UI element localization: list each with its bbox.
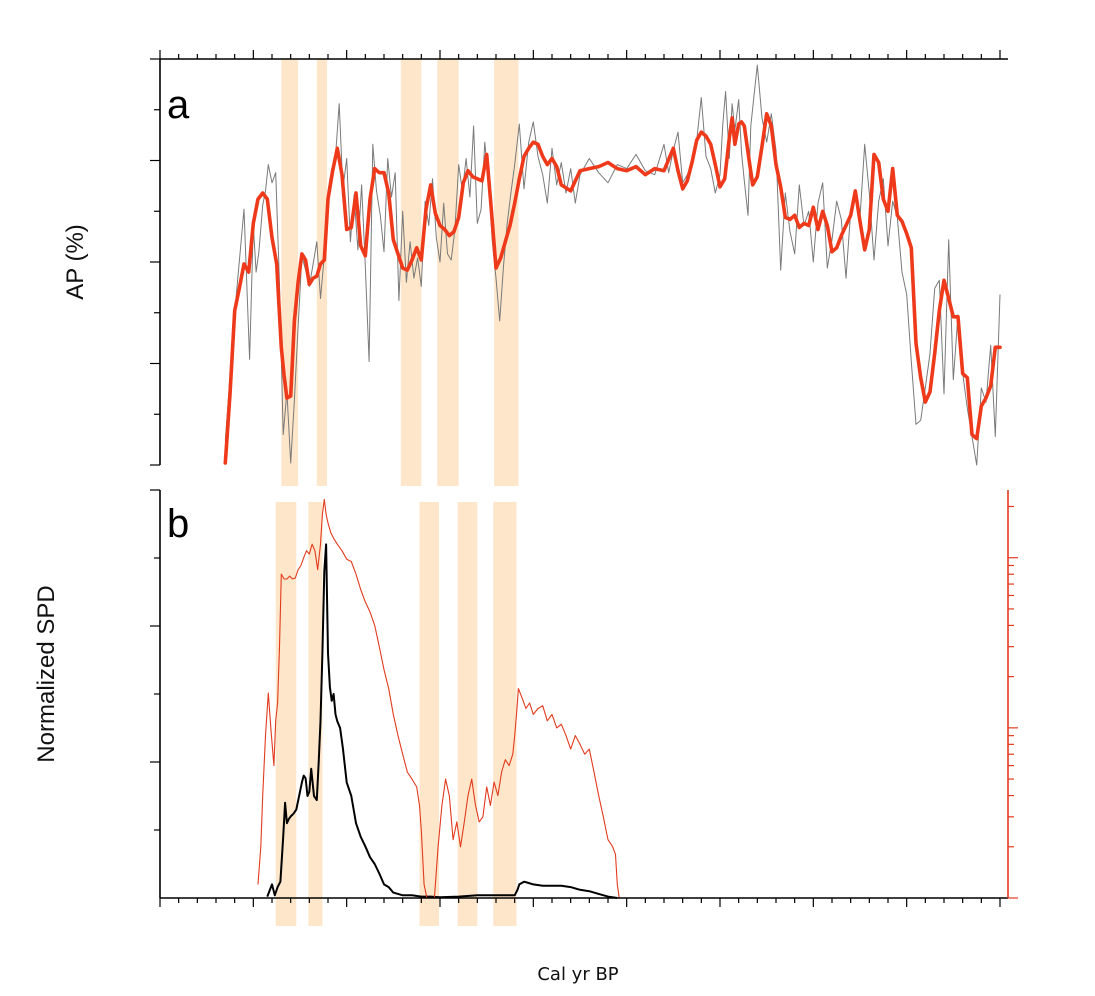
panel-b-y-axis-title: Normalized SPD	[33, 585, 60, 762]
shaded-band	[494, 59, 519, 486]
shaded-band	[400, 59, 422, 486]
panel-a-axes	[150, 50, 1008, 466]
panel-a-series	[223, 64, 1002, 466]
ap-smoothed-series-line	[223, 112, 1002, 465]
panel-b-letter: b	[167, 502, 189, 546]
spd-linear-series-line	[266, 543, 618, 899]
spd-log-scale-series-line	[257, 498, 620, 899]
panel-b-series	[257, 498, 620, 899]
shaded-band	[308, 502, 323, 926]
shaded-band	[316, 59, 328, 486]
shaded-band	[493, 502, 517, 926]
shaded-band	[419, 502, 440, 926]
panel-a-y-axis-title: AP (%)	[62, 224, 89, 300]
panel-a-letter: a	[167, 83, 190, 127]
x-axis-title: Cal yr BP	[537, 964, 618, 985]
shaded-band	[457, 502, 478, 926]
shaded-band	[437, 59, 459, 486]
panel-a: a AP (%)	[62, 50, 1008, 486]
panel-b-axes	[150, 489, 1018, 907]
shaded-band	[275, 502, 297, 926]
panel-b: b Normalized SPD Cal yr BP	[33, 489, 1018, 985]
